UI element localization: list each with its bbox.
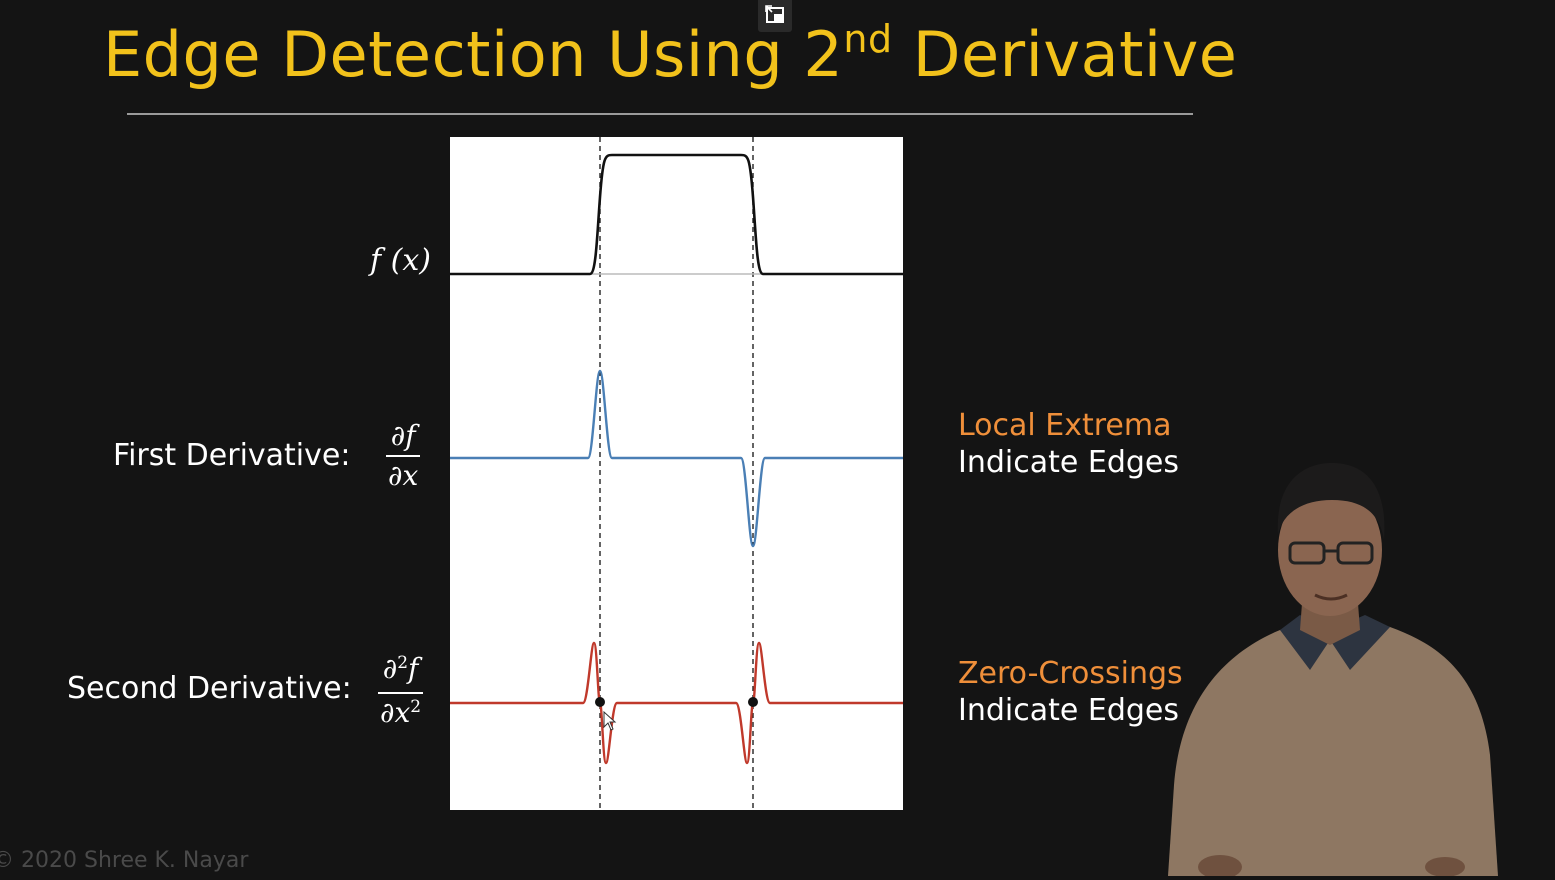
extrema-rest: Indicate Edges bbox=[958, 445, 1180, 480]
first-frac-bar bbox=[386, 455, 421, 457]
extrema-note: Local Extrema Indicate Edges bbox=[958, 407, 1179, 481]
zero-crossing-left bbox=[595, 697, 605, 707]
zero-crossing-right bbox=[748, 697, 758, 707]
title-superscript: nd bbox=[843, 17, 893, 61]
zero-crossing-note: Zero-Crossings Indicate Edges bbox=[958, 655, 1183, 729]
title-main: Edge Detection Using 2 bbox=[103, 18, 844, 91]
second-num-sup: 2 bbox=[397, 653, 409, 673]
zero-rest: Indicate Edges bbox=[958, 693, 1180, 728]
second-frac-denominator: ∂x2 bbox=[378, 697, 423, 733]
first-derivative-curve bbox=[450, 369, 903, 548]
second-num-partial: ∂ bbox=[382, 652, 398, 685]
presenter-video bbox=[1160, 455, 1505, 880]
zero-highlight: Zero-Crossings bbox=[958, 656, 1183, 691]
slide-title: Edge Detection Using 2nd Derivative bbox=[103, 17, 1238, 92]
second-frac-bar bbox=[378, 692, 424, 694]
derivative-plot bbox=[450, 137, 903, 810]
first-frac-denominator: ∂x bbox=[388, 459, 419, 492]
title-divider bbox=[127, 113, 1193, 115]
fx-curve bbox=[450, 153, 903, 276]
second-derivative-label: Second Derivative: bbox=[67, 671, 352, 706]
extrema-highlight: Local Extrema bbox=[958, 408, 1172, 443]
second-num-f: f bbox=[408, 652, 419, 685]
second-frac-numerator: ∂2f bbox=[381, 653, 421, 689]
second-derivative-fraction: ∂2f ∂x2 bbox=[378, 653, 424, 733]
mouse-cursor-icon bbox=[603, 710, 617, 731]
first-derivative-label: First Derivative: bbox=[113, 438, 351, 473]
copyright-text: © 2020 Shree K. Nayar bbox=[0, 848, 249, 873]
first-derivative-fraction: ∂f ∂x bbox=[386, 419, 421, 492]
exit-pip-icon[interactable] bbox=[758, 0, 792, 32]
first-frac-numerator: ∂f bbox=[390, 419, 416, 452]
title-tail: Derivative bbox=[892, 18, 1238, 91]
plot-svg bbox=[450, 137, 903, 810]
second-den-sup: 2 bbox=[410, 697, 422, 717]
second-derivative-curve bbox=[450, 641, 903, 765]
second-den-partial: ∂x bbox=[380, 696, 411, 729]
fx-label: f (x) bbox=[370, 243, 431, 278]
